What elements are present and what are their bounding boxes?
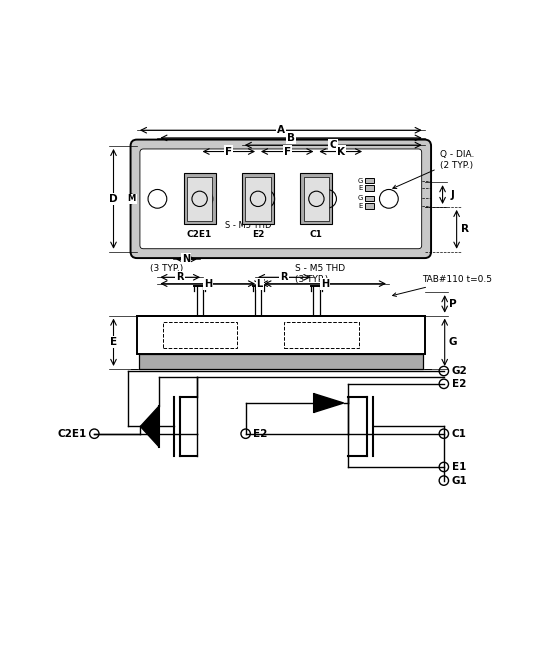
Bar [242,173,274,224]
Text: P: P [449,299,456,309]
Text: D: D [109,194,118,204]
Text: C: C [329,140,337,150]
Text: H: H [321,278,329,288]
Text: R: R [177,272,184,282]
Bar [163,322,237,349]
Text: G1: G1 [452,475,467,485]
Bar [365,178,373,184]
Text: G: G [448,337,456,347]
Text: E: E [110,337,117,347]
Text: L: L [257,278,263,288]
Text: F: F [284,147,291,156]
Text: H: H [204,278,212,288]
Bar [137,316,425,354]
Text: G: G [358,196,363,202]
Bar [284,322,359,349]
Text: C2E1: C2E1 [57,429,87,439]
FancyBboxPatch shape [130,140,431,258]
Bar [187,176,212,221]
Text: C2E1: C2E1 [187,230,212,239]
Bar [365,196,373,202]
Text: E2: E2 [254,429,268,439]
Text: G2: G2 [452,366,467,376]
Text: E2: E2 [452,379,466,389]
FancyBboxPatch shape [140,149,422,249]
Text: B: B [287,133,295,143]
Text: S - M5 THD
(3 TYP.): S - M5 THD (3 TYP.) [295,265,345,284]
Bar [365,185,373,191]
Text: J: J [450,190,454,200]
Polygon shape [140,406,159,447]
Text: (3 TYP.): (3 TYP.) [150,265,183,273]
Bar [245,176,271,221]
Text: C1: C1 [452,429,466,439]
Text: E: E [359,185,363,191]
Bar [300,173,332,224]
Text: R: R [461,224,469,234]
Bar [304,176,329,221]
Text: A: A [277,125,285,135]
Bar [139,354,422,369]
Text: N: N [183,255,190,265]
Text: F: F [226,147,232,156]
Text: G: G [358,178,363,184]
Text: E1: E1 [452,462,466,472]
Polygon shape [314,394,344,412]
Text: Q - DIA.
(2 TYP.): Q - DIA. (2 TYP.) [393,151,474,188]
Text: E2: E2 [252,230,264,239]
Text: TAB#110 t=0.5: TAB#110 t=0.5 [393,275,493,296]
Text: M: M [128,194,136,204]
Text: S - M5 THD: S - M5 THD [224,202,271,231]
Bar [365,203,373,209]
Text: E: E [359,203,363,209]
Bar [184,173,216,224]
Text: K: K [337,147,345,156]
Text: C1: C1 [310,230,323,239]
Text: R: R [280,272,288,282]
